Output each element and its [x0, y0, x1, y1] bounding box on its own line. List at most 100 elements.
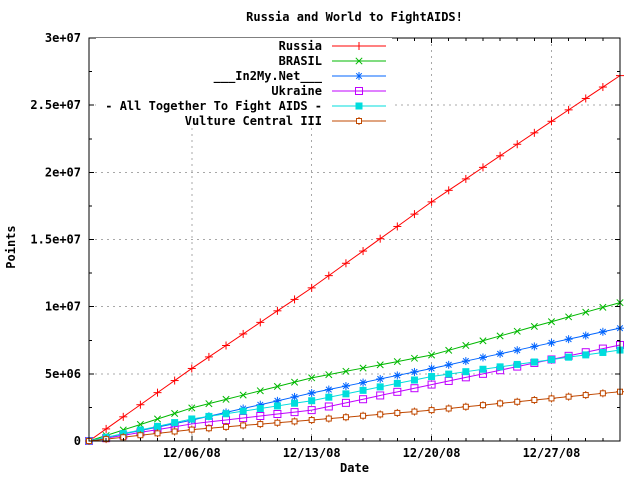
data-point-marker — [359, 364, 367, 372]
marker-stroke — [565, 336, 572, 343]
data-point-marker — [393, 371, 402, 380]
data-point-marker — [170, 376, 179, 385]
marker-stroke — [355, 57, 363, 65]
data-point-marker — [355, 117, 363, 125]
marker-square — [222, 410, 230, 418]
marker-square — [240, 422, 247, 429]
data-point-marker — [530, 358, 538, 366]
marker-square — [223, 423, 230, 430]
data-point-marker — [564, 335, 573, 344]
series-russia — [85, 71, 624, 445]
data-point-marker — [256, 420, 265, 429]
marker-stroke — [325, 371, 333, 379]
marker-square — [308, 417, 315, 424]
marker-square — [342, 390, 350, 398]
data-point-marker — [119, 412, 128, 421]
data-point-marker — [428, 351, 436, 359]
marker-square — [411, 408, 418, 415]
marker-square — [324, 402, 333, 411]
marker-square — [205, 412, 213, 420]
data-point-marker — [324, 271, 333, 280]
data-point-marker — [341, 259, 350, 268]
data-point-marker — [582, 351, 590, 359]
data-point-marker — [341, 413, 350, 422]
data-point-marker — [461, 357, 470, 366]
data-point-marker — [496, 363, 504, 371]
data-point-marker — [530, 128, 539, 137]
legend-entry: Ukraine — [271, 84, 386, 98]
data-point-marker — [530, 342, 539, 351]
data-point-marker — [290, 378, 299, 386]
data-point-marker — [581, 331, 590, 340]
marker-square — [239, 407, 247, 415]
marker-stroke — [496, 350, 504, 357]
marker-square — [513, 360, 521, 368]
data-point-marker — [188, 415, 196, 423]
legend-entry: - All Together To Fight AIDS - — [105, 99, 386, 113]
marker-square — [273, 402, 281, 410]
marker-square — [582, 392, 589, 399]
legend-label: Russia — [279, 39, 322, 53]
marker-square — [565, 393, 572, 400]
marker-square — [171, 419, 179, 427]
marker-square — [355, 87, 363, 95]
marker-square — [445, 405, 452, 412]
marker-stroke — [462, 341, 470, 350]
data-point-marker — [307, 406, 316, 415]
marker-square — [410, 376, 418, 384]
data-point-marker — [341, 382, 350, 391]
data-point-marker — [427, 364, 436, 373]
data-point-marker — [513, 140, 522, 149]
data-point-marker — [598, 83, 607, 92]
marker-square — [137, 432, 144, 439]
marker-square — [394, 409, 401, 416]
data-point-marker — [290, 408, 299, 417]
marker-stroke — [394, 372, 401, 379]
data-point-marker — [355, 87, 363, 95]
legend-entry: BRASIL — [279, 54, 386, 68]
legend-background — [96, 38, 392, 128]
marker-square — [325, 393, 333, 401]
data-point-marker — [547, 338, 556, 347]
data-point-marker — [444, 404, 453, 413]
data-point-marker — [376, 361, 384, 369]
marker-stroke — [205, 400, 213, 408]
data-point-marker — [393, 387, 402, 396]
data-point-marker — [547, 318, 556, 326]
data-point-marker — [222, 410, 230, 418]
data-point-marker — [290, 295, 299, 304]
y-tick-label: 5e+06 — [45, 367, 81, 381]
marker-stroke — [239, 391, 247, 399]
marker-stroke — [410, 354, 419, 362]
marker-stroke — [479, 337, 487, 345]
data-point-marker — [341, 398, 350, 407]
data-point-marker — [410, 210, 419, 219]
marker-stroke — [514, 347, 521, 354]
data-point-marker — [393, 379, 401, 387]
data-point-marker — [307, 416, 316, 425]
marker-square — [360, 412, 367, 419]
data-point-marker — [564, 105, 573, 114]
marker-square — [256, 412, 265, 421]
x-tick-label: 12/13/08 — [283, 446, 341, 460]
data-point-marker — [359, 247, 368, 256]
marker-square — [377, 411, 384, 418]
marker-stroke — [582, 308, 590, 316]
data-point-marker — [582, 308, 590, 316]
data-point-marker — [308, 397, 316, 405]
marker-stroke — [359, 364, 367, 372]
marker-stroke — [377, 375, 384, 383]
data-point-marker — [355, 42, 363, 50]
x-tick-label: 12/27/08 — [523, 446, 581, 460]
data-point-marker — [273, 418, 282, 427]
x-tick-label: 12/20/08 — [403, 446, 461, 460]
data-point-marker — [359, 378, 368, 387]
data-point-marker — [342, 367, 350, 375]
series-line — [88, 75, 621, 442]
data-point-marker — [461, 174, 470, 183]
marker-stroke — [479, 354, 487, 361]
marker-square — [599, 390, 606, 397]
data-point-marker — [187, 425, 196, 434]
